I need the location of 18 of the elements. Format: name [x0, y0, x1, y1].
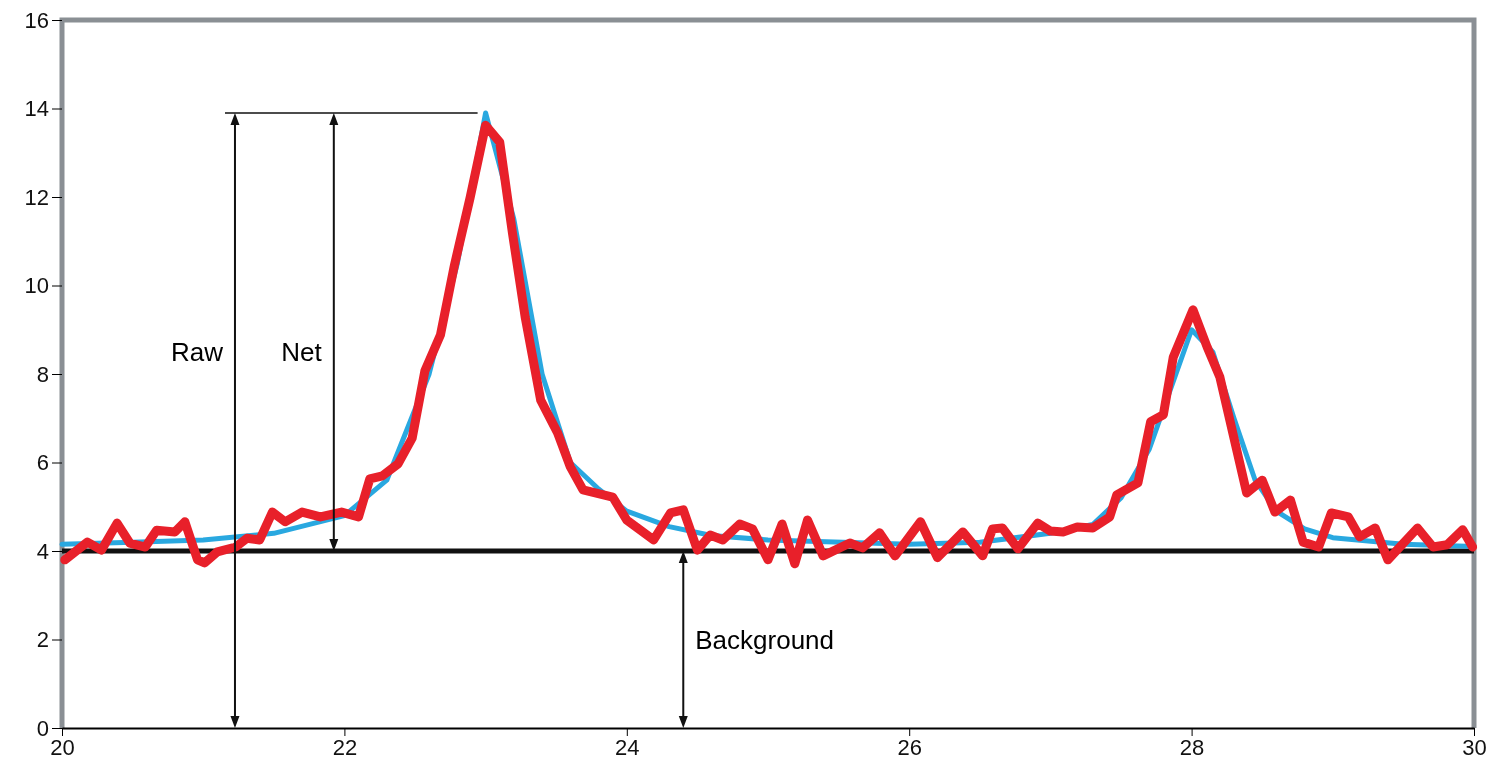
x-tick-label: 20 — [50, 734, 75, 760]
y-tick-label: 12 — [24, 184, 49, 210]
x-tick-label: 24 — [615, 734, 640, 760]
y-tick-label: 6 — [36, 450, 49, 476]
annotation: Net — [281, 336, 323, 367]
annotation: Background — [695, 624, 835, 655]
y-tick-label: 4 — [36, 538, 49, 564]
annotation: Raw — [170, 336, 224, 367]
y-tick-label: 2 — [36, 627, 49, 653]
y-tick-label: 16 — [24, 7, 49, 33]
y-tick-label: 0 — [36, 715, 49, 741]
y-tick-label: 10 — [24, 273, 49, 299]
x-tick-label: 22 — [332, 734, 358, 760]
y-tick-label: 8 — [36, 361, 49, 387]
x-tick-label: 28 — [1179, 734, 1205, 760]
x-tick-label: 26 — [897, 734, 922, 760]
y-tick-label: 14 — [24, 96, 49, 122]
x-tick-label: 30 — [1462, 734, 1487, 760]
